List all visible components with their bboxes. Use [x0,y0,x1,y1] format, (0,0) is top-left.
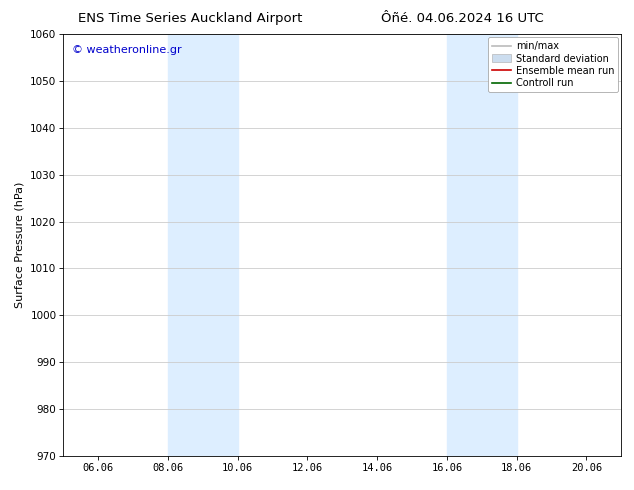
Text: © weatheronline.gr: © weatheronline.gr [72,45,181,55]
Bar [168,34,238,456]
Y-axis label: Surface Pressure (hPa): Surface Pressure (hPa) [15,182,25,308]
Legend: min/max, Standard deviation, Ensemble mean run, Controll run: min/max, Standard deviation, Ensemble me… [488,37,618,92]
Text: ENS Time Series Auckland Airport: ENS Time Series Auckland Airport [78,12,302,25]
Text: Ôñé. 04.06.2024 16 UTC: Ôñé. 04.06.2024 16 UTC [382,12,544,25]
Bar [447,34,517,456]
